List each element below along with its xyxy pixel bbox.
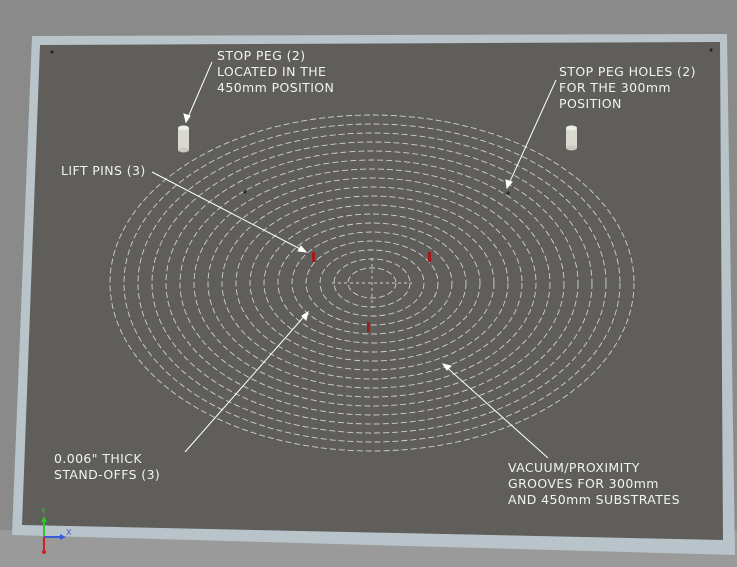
- stop-peg-hole: [506, 191, 510, 195]
- groove-ring: [109, 114, 635, 452]
- groove-ring: [319, 249, 425, 317]
- vacuum-grooves: [109, 114, 635, 452]
- stop-peg-right: [566, 125, 577, 151]
- stop-peg-hole: [243, 190, 247, 194]
- axis-triad: [41, 516, 66, 554]
- triad-y-label: Y: [40, 507, 46, 516]
- groove-ring: [277, 222, 467, 344]
- leader-lines: [151, 61, 557, 459]
- lift-pin: [312, 252, 315, 262]
- groove-ring: [165, 150, 579, 416]
- groove-ring: [291, 231, 453, 335]
- groove-ring: [221, 186, 523, 380]
- annotation-stop-peg-holes: STOP PEG HOLES (2) FOR THE 300mm POSITIO…: [559, 64, 696, 111]
- groove-ring: [123, 123, 621, 443]
- annotation-stop-peg: STOP PEG (2) LOCATED IN THE 450mm POSITI…: [217, 48, 335, 95]
- groove-ring: [249, 204, 495, 362]
- lift-pin: [367, 322, 370, 332]
- corner-screw: [709, 48, 713, 52]
- annotation-standoffs: 0.006" THICK STAND-OFFS (3): [54, 451, 161, 482]
- groove-ring: [179, 159, 565, 407]
- groove-ring: [137, 132, 607, 434]
- groove-ring: [263, 213, 481, 353]
- corner-screw: [50, 50, 54, 54]
- triad-x-label: X: [66, 528, 72, 537]
- groove-ring: [305, 240, 439, 326]
- groove-ring: [235, 195, 509, 371]
- groove-ring: [193, 168, 551, 398]
- groove-ring: [347, 267, 397, 299]
- annotation-lift-pins: LIFT PINS (3): [61, 163, 146, 178]
- groove-ring: [151, 141, 593, 425]
- chuck-plate: [22, 42, 723, 540]
- annotation-grooves: VACUUM/PROXIMITY GROOVES FOR 300mm AND 4…: [508, 460, 680, 507]
- lift-pin: [428, 252, 431, 262]
- groove-ring: [207, 177, 537, 389]
- stop-peg-left: [178, 125, 189, 153]
